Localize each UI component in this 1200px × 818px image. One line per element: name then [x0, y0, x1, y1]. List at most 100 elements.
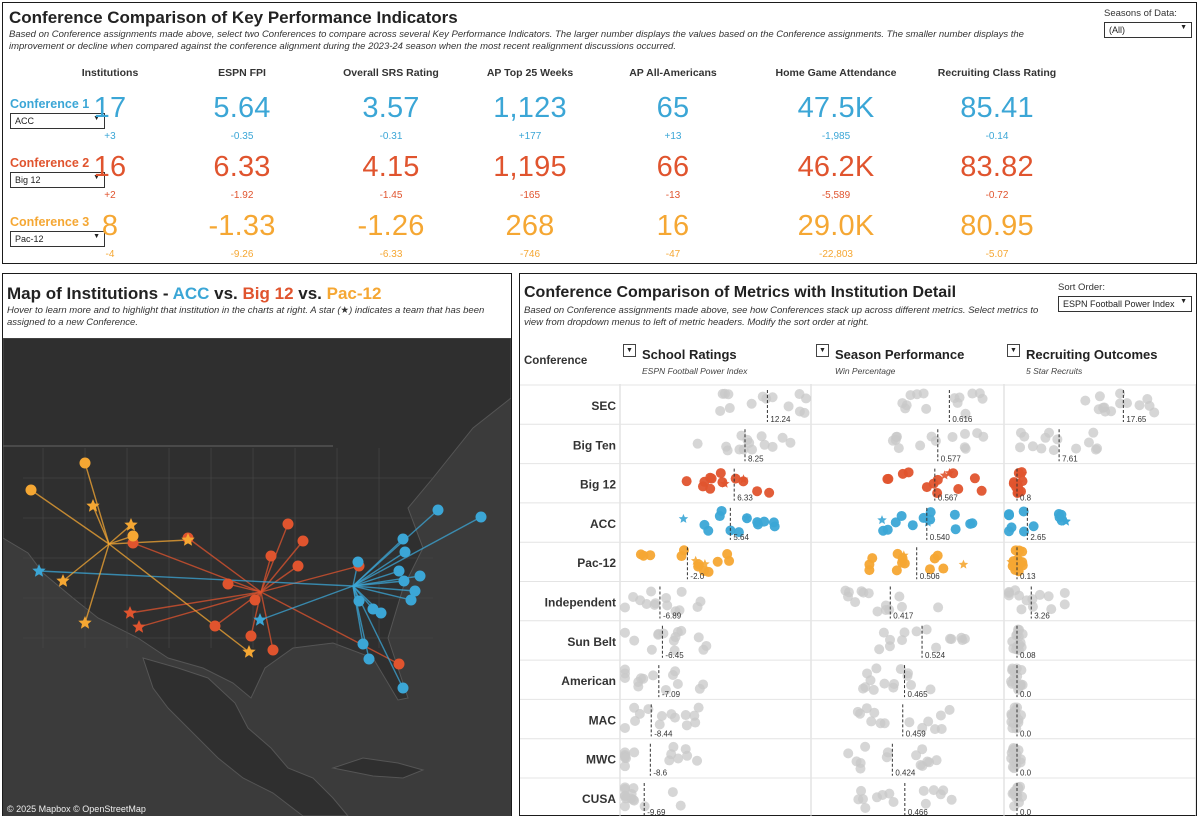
acc-institution-marker — [375, 607, 387, 619]
average-value-label: 0.417 — [893, 612, 914, 621]
institution-dot — [712, 556, 723, 567]
institution-dot — [892, 548, 903, 559]
institution-dot — [667, 787, 678, 798]
institution-dot — [1115, 388, 1126, 399]
average-value-label: -6.45 — [665, 651, 684, 660]
institution-dot — [620, 664, 630, 675]
acc-institution-marker — [357, 638, 369, 650]
average-value-label: 5.64 — [733, 533, 749, 542]
average-value-label: 0.540 — [930, 533, 951, 542]
metric-dropdown-icon[interactable]: ▼ — [816, 344, 829, 357]
kpi-header-2: Overall SRS Rating — [343, 67, 439, 79]
conference-3-select[interactable]: Pac-12 ▼ — [10, 231, 105, 247]
institution-dot — [865, 675, 876, 686]
kpi-delta: +177 — [518, 131, 542, 142]
institution-dot — [924, 564, 935, 575]
institution-dot — [884, 788, 895, 799]
metric-column-subtitle: Win Percentage — [835, 366, 896, 376]
kpi-value: 85.41 — [960, 92, 1034, 124]
conference-2-select[interactable]: Big 12 ▼ — [10, 172, 105, 188]
acc-link — [352, 580, 405, 587]
institution-dot — [1008, 673, 1019, 684]
institution-dot — [893, 443, 904, 454]
kpi-delta: -6.33 — [379, 249, 403, 260]
institution-dot — [976, 485, 987, 496]
institution-dot — [658, 628, 669, 639]
kpi-delta: -5,589 — [821, 190, 851, 201]
pac12-new-member-star-icon — [86, 499, 100, 512]
institution-dot — [1009, 786, 1020, 797]
institution-dot — [897, 398, 908, 409]
institution-dot — [764, 487, 775, 498]
metrics-chart[interactable]: SEC Big Ten Big 12 ACC Pac-12 Independent Sun … — [520, 384, 1196, 816]
institution-dot — [1004, 590, 1014, 601]
average-value-label: -9.69 — [647, 808, 666, 816]
seasons-select[interactable]: (All) ▼ — [1104, 22, 1192, 38]
kpi-header-6: Recruiting Class Rating — [937, 67, 1057, 79]
institution-dot — [866, 716, 877, 727]
institution-dot — [676, 586, 687, 597]
institution-dot — [752, 486, 763, 497]
big12-link — [138, 591, 262, 628]
institution-dot — [724, 555, 735, 566]
kpi-value: 17 — [93, 92, 127, 124]
institution-dot — [1059, 599, 1070, 610]
sort-order-select[interactable]: ESPN Football Power Index ▼ — [1058, 296, 1192, 312]
big12-link — [260, 591, 274, 651]
metric-row-label: CUSA — [582, 792, 616, 806]
institution-dot — [648, 670, 659, 681]
kpi-value: 1,195 — [493, 151, 567, 183]
institution-dot — [1083, 437, 1094, 448]
institution-dot — [891, 565, 902, 576]
average-value-label: -8.6 — [653, 769, 667, 778]
conference-1-select[interactable]: ACC ▼ — [10, 113, 105, 129]
big12-institution-marker — [249, 594, 261, 606]
institution-dot — [757, 391, 768, 402]
institution-dot — [933, 602, 944, 613]
average-value-label: 0.465 — [908, 690, 929, 699]
institution-dot — [1071, 443, 1082, 454]
institution-dot — [666, 709, 677, 720]
institution-dot — [1088, 427, 1099, 438]
institution-dot — [759, 516, 770, 527]
institution-dot — [920, 798, 931, 809]
kpi-delta: +13 — [664, 131, 682, 142]
metrics-subtitle: Based on Conference assignments made abo… — [524, 305, 1039, 328]
metric-column-subtitle: 5 Star Recruits — [1026, 366, 1083, 376]
map-canvas[interactable] — [3, 338, 511, 816]
institution-dot — [925, 507, 936, 518]
institution-dot — [692, 755, 703, 766]
metric-row-label: Big Ten — [573, 438, 616, 452]
institution-dot — [936, 723, 947, 734]
institution-dot — [635, 673, 646, 684]
metric-dropdown-icon[interactable]: ▼ — [1007, 344, 1020, 357]
institution-dot — [675, 800, 686, 811]
institution-dot — [1007, 761, 1018, 772]
institution-map[interactable]: © 2025 Mapbox © OpenStreetMap — [3, 338, 511, 816]
institution-dot — [670, 666, 681, 677]
conference-2-label: Conference 2 — [10, 156, 90, 170]
map-attribution: © 2025 Mapbox © OpenStreetMap — [7, 804, 146, 814]
institution-dot — [872, 606, 883, 617]
institution-dot — [959, 428, 970, 439]
institution-dot — [1094, 391, 1105, 402]
average-value-label: 12.24 — [770, 415, 791, 424]
institution-dot — [1016, 604, 1027, 615]
kpi-value: 83.82 — [960, 151, 1034, 183]
institution-dot — [969, 473, 980, 484]
institution-dot — [843, 587, 854, 598]
metric-dropdown-icon[interactable]: ▼ — [623, 344, 636, 357]
metric-row-label: Independent — [545, 596, 616, 610]
chevron-down-icon: ▼ — [93, 174, 100, 181]
kpi-title: Conference Comparison of Key Performance… — [9, 8, 458, 27]
land-cuba — [331, 757, 425, 779]
institution-dot — [670, 606, 681, 617]
institution-dot — [717, 477, 728, 488]
conference-3-label: Conference 3 — [10, 215, 90, 229]
new-member-star-icon — [958, 559, 969, 569]
institution-dot — [1004, 510, 1014, 521]
institution-dot — [646, 586, 657, 597]
acc-link — [352, 551, 406, 587]
institution-dot — [1007, 663, 1018, 674]
kpi-header-4: AP All-Americans — [629, 67, 717, 79]
